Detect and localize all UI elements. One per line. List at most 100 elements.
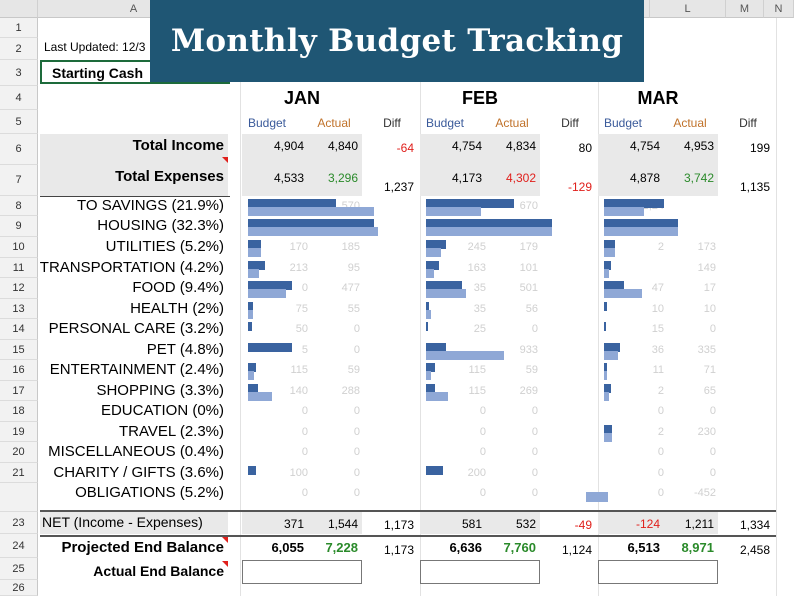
row-header[interactable]: 17 [0, 381, 38, 401]
category-value: 36 [651, 344, 664, 356]
row-header[interactable]: 21 [0, 463, 38, 483]
row-header[interactable]: 3 [0, 60, 38, 86]
category-value: 0 [657, 446, 664, 458]
income-actual-value: 4,834 [505, 139, 536, 153]
row-header[interactable]: 16 [0, 360, 38, 381]
actual-end-balance-input[interactable] [598, 560, 718, 584]
row-header[interactable]: 26 [0, 580, 38, 596]
projected-diff-value: 2,458 [739, 543, 770, 557]
row-header[interactable]: 18 [0, 401, 38, 422]
subheader-actual: Actual [495, 116, 529, 130]
budget-bar [248, 363, 256, 372]
category-value: 0 [709, 405, 716, 417]
category-value: 0 [353, 405, 360, 417]
subheader-diff: Diff [383, 116, 401, 130]
month-header-jan: JAN [283, 88, 320, 108]
row-header[interactable]: 7 [0, 165, 38, 196]
actual-bar [604, 289, 642, 298]
row-header[interactable]: 9 [0, 216, 38, 237]
category-value: 670 [519, 200, 538, 212]
actual-bar [248, 248, 261, 257]
month-header-mar: MAR [637, 88, 679, 108]
row-header[interactable]: 1 [0, 18, 38, 38]
category-value: 50 [295, 323, 308, 335]
category-value: 11 [652, 364, 664, 376]
projected-actual-value: 7,760 [503, 540, 536, 555]
budget-bar [604, 363, 607, 372]
actual-bar [426, 310, 431, 319]
expenses-actual-value: 3,296 [327, 171, 358, 185]
subheader-diff: Diff [739, 116, 757, 130]
category-label: FOOD (9.4%) [132, 279, 224, 296]
row-header[interactable]: 8 [0, 196, 38, 216]
row-header[interactable]: 11 [0, 258, 38, 278]
row-header[interactable]: 10 [0, 237, 38, 258]
category-value: 35 [473, 282, 486, 294]
actual-bar [426, 351, 504, 360]
row-header[interactable]: 12 [0, 278, 38, 299]
row-header[interactable]: 25 [0, 558, 38, 580]
category-value: 25 [473, 323, 486, 335]
actual-end-balance-input[interactable] [242, 560, 362, 584]
category-label: TRANSPORTATION (4.2%) [39, 259, 224, 276]
category-label: TRAVEL (2.3%) [118, 423, 224, 440]
budget-bar [248, 302, 253, 311]
category-value: 55 [347, 303, 360, 315]
category-value: 101 [519, 262, 538, 274]
category-value: 0 [709, 446, 716, 458]
expenses-actual-value: 3,742 [683, 171, 714, 185]
column-header-m[interactable]: M [726, 0, 764, 18]
row-header[interactable]: 2 [0, 38, 38, 60]
row-header[interactable]: 4 [0, 86, 38, 110]
actual-bar [248, 392, 272, 401]
row-header[interactable]: 6 [0, 134, 38, 165]
income-budget-value: 4,904 [273, 139, 304, 153]
actual-bar [248, 371, 254, 380]
row-header[interactable]: 13 [0, 299, 38, 319]
category-label: EDUCATION (0%) [100, 402, 224, 419]
category-value: 115 [468, 364, 486, 376]
category-value: 185 [341, 241, 360, 253]
category-value: 56 [525, 303, 538, 315]
row-header[interactable]: 14 [0, 319, 38, 340]
actual-bar [604, 351, 618, 360]
row-header-hidden [0, 483, 38, 512]
category-value: 0 [353, 446, 360, 458]
actual-bar [604, 392, 609, 401]
category-value: 75 [295, 303, 308, 315]
category-value: 0 [709, 323, 716, 335]
budget-bar [604, 261, 611, 270]
projected-actual-value: 8,971 [681, 540, 714, 555]
expenses-budget-value: 4,173 [451, 171, 482, 185]
category-label: HEALTH (2%) [130, 300, 224, 317]
budget-bar [426, 322, 428, 331]
month-header-feb: FEB [462, 88, 498, 108]
actual-bar [426, 392, 448, 401]
income-actual-value: 4,953 [683, 139, 714, 153]
category-value: 179 [519, 241, 538, 253]
banner-title: Monthly Budget Tracking [150, 0, 644, 82]
category-value: 0 [657, 467, 664, 479]
actual-bar [604, 269, 609, 278]
expenses-diff-value: -129 [567, 180, 592, 194]
corner-cell[interactable] [0, 0, 38, 18]
row-header[interactable]: 24 [0, 534, 38, 558]
row-header[interactable]: 15 [0, 340, 38, 360]
actual-end-balance-input[interactable] [420, 560, 540, 584]
row-header[interactable]: 20 [0, 442, 38, 463]
income-budget-value: 4,754 [451, 139, 482, 153]
budget-bar [248, 219, 374, 228]
column-header-n[interactable]: N [764, 0, 794, 18]
net-diff-value: 1,173 [383, 518, 414, 532]
subheader-actual: Actual [317, 116, 351, 130]
actual-bar [604, 227, 678, 236]
category-value: 0 [301, 282, 308, 294]
column-header-l[interactable]: L [650, 0, 726, 18]
budget-bar [604, 281, 624, 290]
row-header[interactable]: 23 [0, 512, 38, 534]
budget-bar [248, 261, 265, 270]
row-header[interactable]: 19 [0, 422, 38, 442]
category-value: 501 [519, 282, 538, 294]
row-header[interactable]: 5 [0, 110, 38, 134]
projected-budget-value: 6,636 [449, 540, 482, 555]
